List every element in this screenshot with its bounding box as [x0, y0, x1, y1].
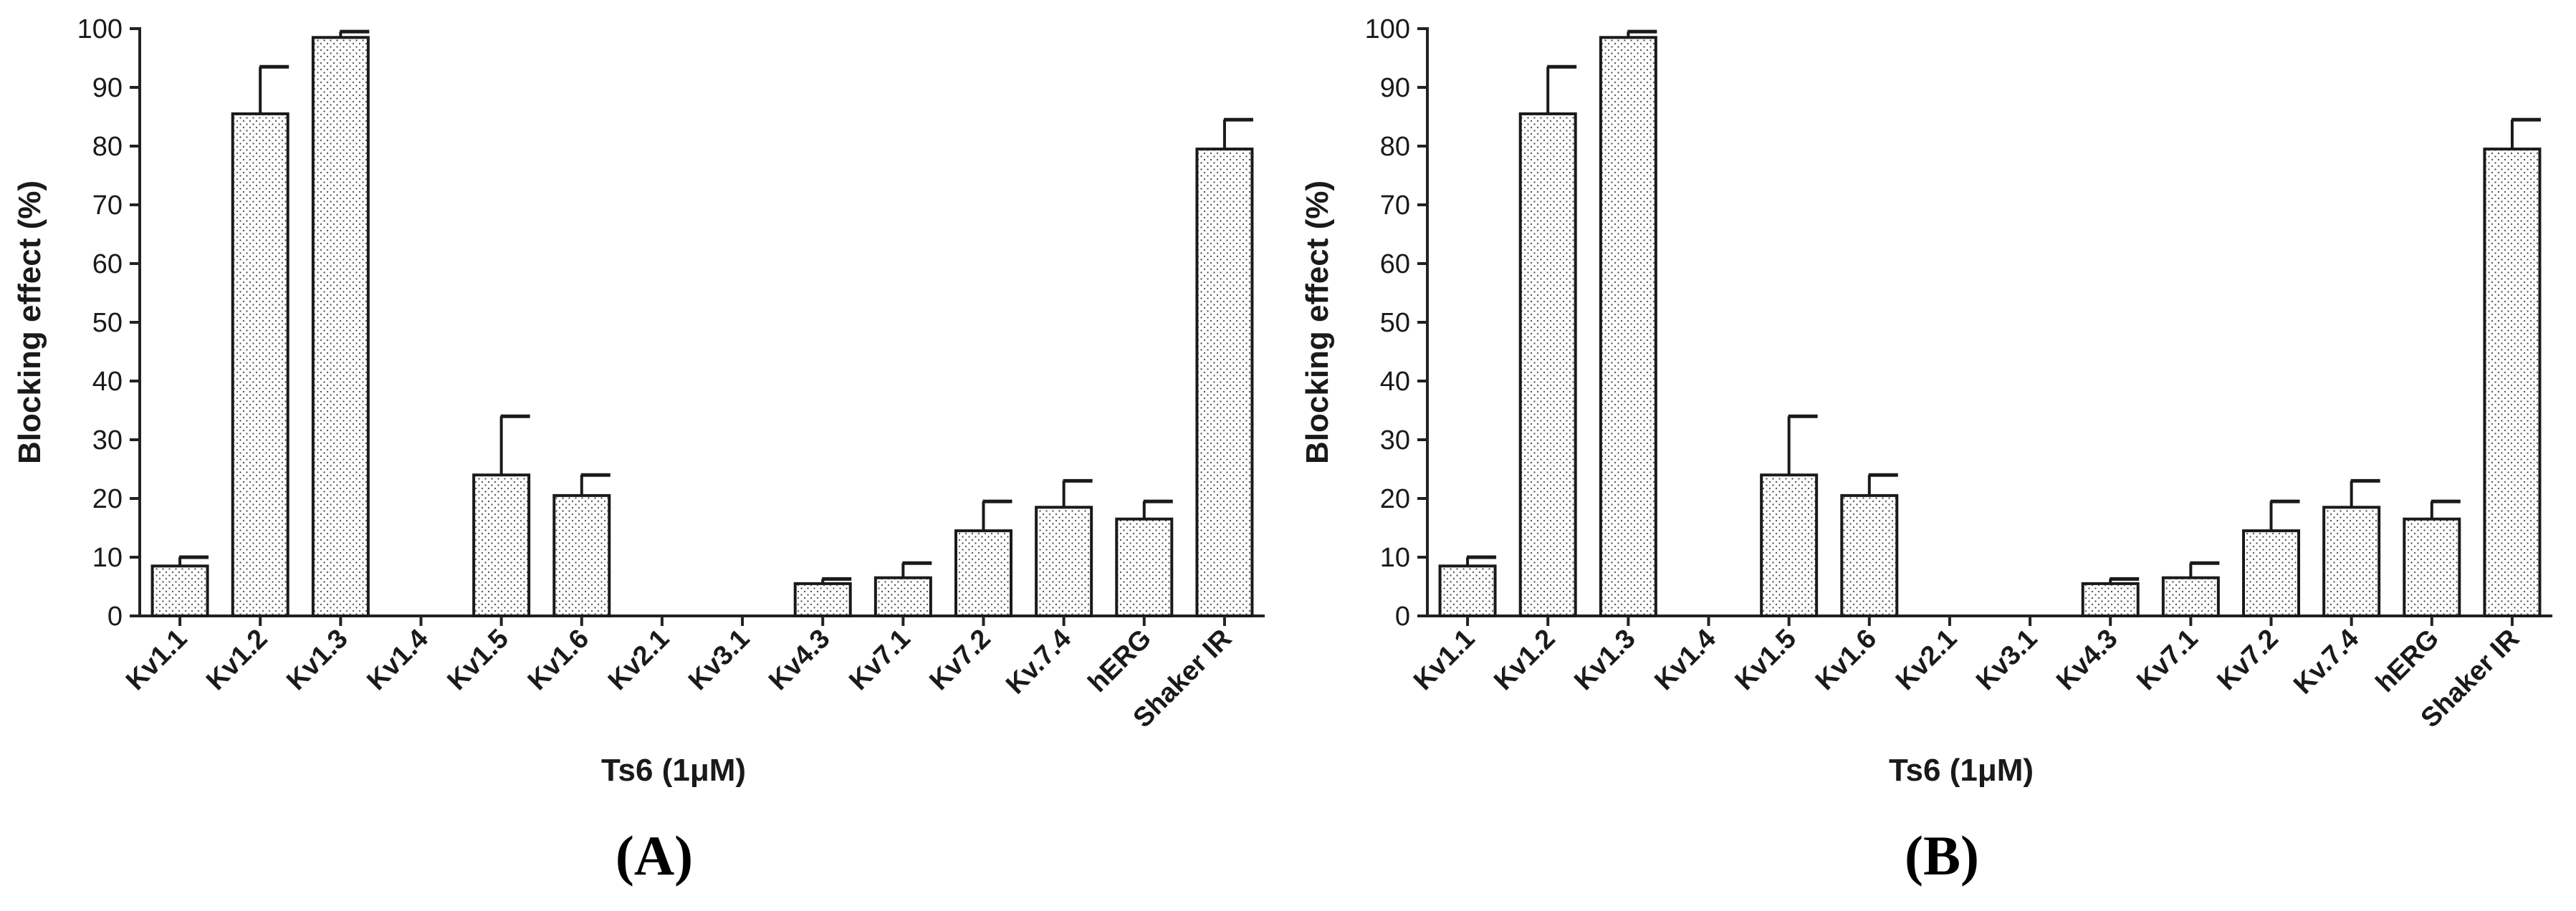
- y-tick-label: 90: [1380, 73, 1410, 103]
- y-tick-label: 70: [92, 191, 123, 221]
- y-tick-label: 80: [1380, 132, 1410, 162]
- x-category-label: Kv1.3: [281, 624, 353, 696]
- x-category-label: Kv1.6: [522, 624, 595, 696]
- x-category-label: Kv7.1: [2131, 624, 2203, 696]
- x-category-label: Kv1.2: [1488, 624, 1561, 696]
- bar-kv1-2: [231, 112, 289, 617]
- y-tick-label: 50: [1380, 308, 1410, 338]
- y-tick-label: 20: [92, 484, 123, 514]
- bar-kv4-3: [793, 582, 852, 618]
- y-tick-label: 10: [92, 543, 123, 573]
- x-category-label: Kv.7.4: [1000, 624, 1077, 700]
- x-axis-title: Ts6 (1μM): [1889, 753, 2034, 788]
- bar-kv1-3: [311, 36, 370, 618]
- bar-kv7-1: [873, 576, 932, 618]
- bar-kv1-6: [552, 493, 611, 618]
- x-category-label: Kv1.4: [361, 624, 434, 696]
- bar-kv7-2: [2242, 529, 2300, 617]
- chart-panel-b: 0 10 20 30 40 50 60 70 80 90 100 Kv1.1 Kv1.2 Kv1.3 Kv1…: [1288, 0, 2575, 911]
- bar-kv1-3: [1599, 36, 1657, 618]
- bar-kv1-6: [1840, 493, 1899, 618]
- panel-label-a: (A): [615, 824, 694, 887]
- x-category-label: Kv1.5: [442, 624, 514, 696]
- x-category-label: hERG: [1083, 624, 1157, 698]
- bar-herg: [2403, 517, 2461, 618]
- bar-herg: [1115, 517, 1174, 618]
- bar-kv-7-4: [2322, 506, 2381, 617]
- y-axis-title: Blocking effect (%): [1300, 180, 1335, 464]
- y-tick-label: 80: [92, 132, 123, 162]
- bar-shaker-ir: [2483, 148, 2542, 618]
- bar-kv1-1: [150, 564, 209, 617]
- bar-kv7-2: [954, 529, 1012, 617]
- y-tick-label: 20: [1380, 484, 1410, 514]
- bar-kv-7-4: [1035, 506, 1093, 617]
- bar-kv7-1: [2161, 576, 2220, 618]
- y-tick-label: 0: [107, 602, 123, 632]
- y-tick-label: 90: [92, 73, 123, 103]
- x-category-label: Kv4.3: [763, 624, 835, 696]
- chart-panel-a: 0 10 20 30 40 50 60 70 80 90 100 Kv1.1 Kv1.2 Kv1.3 Kv1…: [12, 14, 1265, 887]
- x-category-label: Kv1.6: [1810, 624, 1882, 696]
- x-category-label: Kv7.1: [843, 624, 916, 696]
- x-category-label: Kv3.1: [683, 624, 755, 696]
- bar-shaker-ir: [1195, 148, 1254, 618]
- panel-label-b: (B): [1905, 824, 1979, 887]
- bar-kv1-5: [472, 473, 531, 618]
- y-tick-label: 40: [92, 367, 123, 397]
- x-category-label: Kv1.3: [1569, 624, 1641, 696]
- x-category-label: Kv4.3: [2051, 624, 2123, 696]
- x-category-label: Kv1.2: [201, 624, 273, 696]
- x-category-label: Kv2.1: [603, 624, 675, 696]
- bar-kv1-1: [1438, 564, 1497, 617]
- y-tick-label: 100: [77, 14, 123, 44]
- y-tick-label: 60: [92, 249, 123, 279]
- y-axis-title: Blocking effect (%): [12, 180, 47, 464]
- x-category-label: Kv.7.4: [2288, 624, 2365, 700]
- x-category-label: Kv1.4: [1649, 624, 1721, 696]
- y-tick-label: 30: [1380, 425, 1410, 456]
- x-category-label: Kv1.1: [120, 624, 193, 696]
- y-tick-label: 0: [1395, 602, 1410, 632]
- x-category-label: Kv2.1: [1890, 624, 1963, 696]
- x-category-label: Kv3.1: [1971, 624, 2043, 696]
- y-tick-label: 10: [1380, 543, 1410, 573]
- x-category-label: Kv1.1: [1408, 624, 1480, 696]
- bar-kv1-5: [1760, 473, 1819, 618]
- y-tick-label: 100: [1365, 14, 1410, 44]
- x-category-label: Kv7.2: [924, 624, 996, 696]
- y-tick-label: 40: [1380, 367, 1410, 397]
- y-tick-label: 60: [1380, 249, 1410, 279]
- y-tick-label: 50: [92, 308, 123, 338]
- bar-kv4-3: [2081, 582, 2140, 618]
- y-tick-label: 70: [1380, 191, 1410, 221]
- bar-kv1-2: [1518, 112, 1577, 617]
- y-tick-label: 30: [92, 425, 123, 456]
- x-category-label: hERG: [2370, 624, 2445, 698]
- x-category-label: Kv1.5: [1730, 624, 1802, 696]
- x-category-label: Kv7.2: [2211, 624, 2284, 696]
- x-axis-title: Ts6 (1μM): [601, 753, 746, 788]
